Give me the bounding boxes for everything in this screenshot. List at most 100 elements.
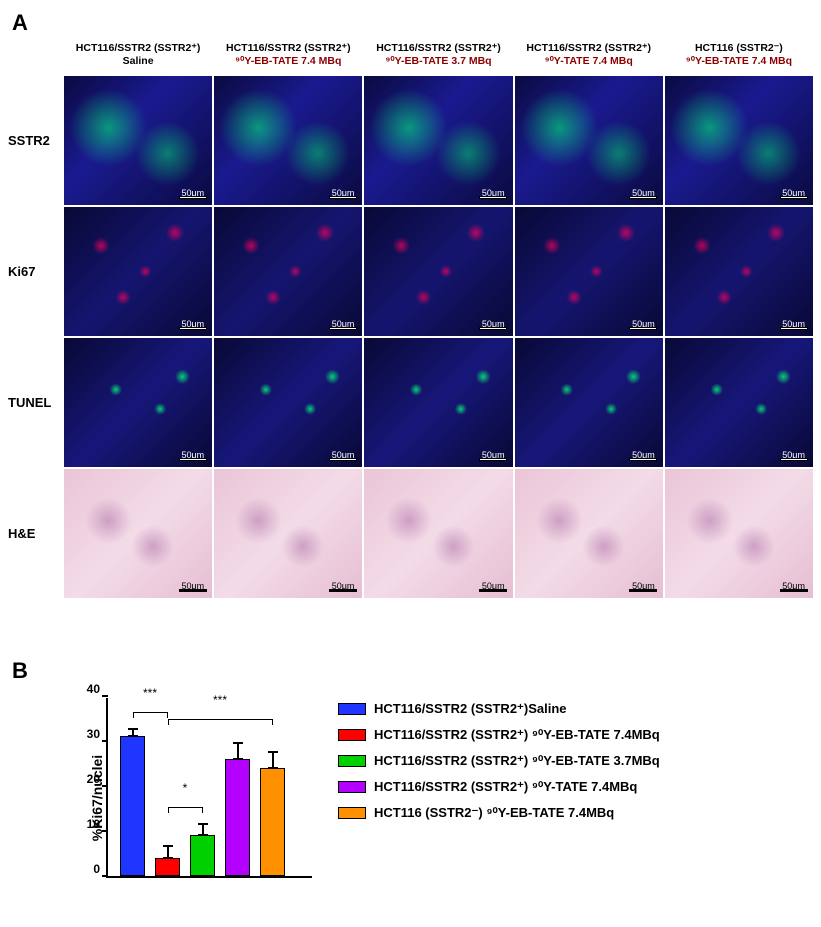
scale-bar: 50μm xyxy=(181,319,204,330)
scale-bar: 50μm xyxy=(181,581,204,592)
row-label-sstr2: SSTR2 xyxy=(8,133,62,148)
micrograph-1-2: 50μm xyxy=(364,207,512,336)
scale-line xyxy=(629,458,657,461)
sig-bracket-0 xyxy=(133,712,168,718)
micrograph-3-0: 50μm xyxy=(64,469,212,598)
bar-0 xyxy=(120,736,145,876)
ytick xyxy=(102,785,108,787)
panel-a-letter: A xyxy=(12,10,813,36)
micrograph-3-3: 50μm xyxy=(515,469,663,598)
scale-line xyxy=(329,196,357,199)
micrograph-2-4: 50μm xyxy=(665,338,813,467)
row-label-h&e: H&E xyxy=(8,526,62,541)
col-head-4-l1: HCT116 (SSTR2⁻) xyxy=(666,42,812,55)
micrograph-grid: HCT116/SSTR2 (SSTR2⁺) Saline HCT116/SSTR… xyxy=(8,40,813,598)
micrograph-2-3: 50μm xyxy=(515,338,663,467)
col-head-3-l1: HCT116/SSTR2 (SSTR2⁺) xyxy=(516,42,662,55)
ytick-label: 30 xyxy=(74,727,100,741)
scale-bar: 50μm xyxy=(332,450,355,461)
bar-1 xyxy=(155,858,180,876)
bar-2 xyxy=(190,835,215,876)
legend-row-3: HCT116/SSTR2 (SSTR2⁺) ⁹⁰Y-TATE 7.4MBq xyxy=(338,774,660,800)
legend-label-3: HCT116/SSTR2 (SSTR2⁺) ⁹⁰Y-TATE 7.4MBq xyxy=(374,774,637,800)
col-head-3: HCT116/SSTR2 (SSTR2⁺) ⁹⁰Y-TATE 7.4 MBq xyxy=(515,40,663,74)
scale-bar: 50μm xyxy=(482,319,505,330)
scale-line xyxy=(479,589,507,592)
scale-line xyxy=(329,327,357,330)
bar-4 xyxy=(260,768,285,876)
panel-a: A HCT116/SSTR2 (SSTR2⁺) Saline HCT116/SS… xyxy=(8,10,813,598)
panel-b: B %Ki67/nuclei 010203040******* HCT116/S… xyxy=(8,658,813,908)
scale-line xyxy=(179,196,207,199)
scale-bar: 50μm xyxy=(782,450,805,461)
col-head-3-l2: ⁹⁰Y-TATE 7.4 MBq xyxy=(516,55,662,68)
legend-row-1: HCT116/SSTR2 (SSTR2⁺) ⁹⁰Y-EB-TATE 7.4MBq xyxy=(338,722,660,748)
col-head-1-l1: HCT116/SSTR2 (SSTR2⁺) xyxy=(215,42,361,55)
legend-swatch-3 xyxy=(338,781,366,793)
scale-line xyxy=(329,589,357,592)
row-label-ki67: Ki67 xyxy=(8,264,62,279)
col-head-2: HCT116/SSTR2 (SSTR2⁺) ⁹⁰Y-EB-TATE 3.7 MB… xyxy=(364,40,512,74)
scale-bar: 50μm xyxy=(632,581,655,592)
scale-line xyxy=(780,589,808,592)
errorbar-1 xyxy=(167,845,169,859)
panel-b-letter: B xyxy=(12,658,813,684)
ytick xyxy=(102,695,108,697)
scale-bar: 50μm xyxy=(482,581,505,592)
micrograph-2-1: 50μm xyxy=(214,338,362,467)
legend-swatch-2 xyxy=(338,755,366,767)
ytick-label: 20 xyxy=(74,772,100,786)
bar-3 xyxy=(225,759,250,876)
scale-bar: 50μm xyxy=(332,319,355,330)
scale-bar: 50μm xyxy=(782,319,805,330)
ytick xyxy=(102,875,108,877)
scale-line xyxy=(629,196,657,199)
legend-swatch-4 xyxy=(338,807,366,819)
scale-line xyxy=(179,458,207,461)
micrograph-0-1: 50μm xyxy=(214,76,362,205)
scale-bar: 50μm xyxy=(782,581,805,592)
scale-bar: 50μm xyxy=(181,450,204,461)
scale-bar: 50μm xyxy=(181,188,204,199)
scale-line xyxy=(629,589,657,592)
scale-bar: 50μm xyxy=(482,188,505,199)
scale-line xyxy=(780,196,808,199)
errorbar-4 xyxy=(272,751,274,769)
micrograph-1-4: 50μm xyxy=(665,207,813,336)
chart-legend: HCT116/SSTR2 (SSTR2⁺)SalineHCT116/SSTR2 … xyxy=(338,688,660,826)
scale-line xyxy=(479,458,507,461)
col-head-4: HCT116 (SSTR2⁻) ⁹⁰Y-EB-TATE 7.4 MBq xyxy=(665,40,813,74)
micrograph-2-2: 50μm xyxy=(364,338,512,467)
legend-swatch-1 xyxy=(338,729,366,741)
micrograph-3-1: 50μm xyxy=(214,469,362,598)
sig-label-1: *** xyxy=(213,693,227,707)
ytick xyxy=(102,830,108,832)
chart-plot-area: 010203040******* xyxy=(106,698,312,878)
ytick-label: 0 xyxy=(74,862,100,876)
col-head-0-l1: HCT116/SSTR2 (SSTR2⁺) xyxy=(65,42,211,55)
micrograph-0-4: 50μm xyxy=(665,76,813,205)
scale-bar: 50μm xyxy=(332,581,355,592)
legend-row-4: HCT116 (SSTR2⁻) ⁹⁰Y-EB-TATE 7.4MBq xyxy=(338,800,660,826)
col-head-1: HCT116/SSTR2 (SSTR2⁺) ⁹⁰Y-EB-TATE 7.4 MB… xyxy=(214,40,362,74)
ytick-label: 10 xyxy=(74,817,100,831)
legend-label-4: HCT116 (SSTR2⁻) ⁹⁰Y-EB-TATE 7.4MBq xyxy=(374,800,614,826)
legend-row-2: HCT116/SSTR2 (SSTR2⁺) ⁹⁰Y-EB-TATE 3.7MBq xyxy=(338,748,660,774)
scale-line xyxy=(179,327,207,330)
errorbar-2 xyxy=(202,823,204,837)
micrograph-1-1: 50μm xyxy=(214,207,362,336)
col-head-1-l2: ⁹⁰Y-EB-TATE 7.4 MBq xyxy=(215,55,361,68)
sig-bracket-1 xyxy=(168,719,273,725)
col-head-4-l2: ⁹⁰Y-EB-TATE 7.4 MBq xyxy=(666,55,812,68)
sig-bracket-2 xyxy=(168,807,203,813)
micrograph-1-0: 50μm xyxy=(64,207,212,336)
col-head-2-l2: ⁹⁰Y-EB-TATE 3.7 MBq xyxy=(365,55,511,68)
scale-line xyxy=(780,327,808,330)
micrograph-2-0: 50μm xyxy=(64,338,212,467)
scale-line xyxy=(179,589,207,592)
micrograph-0-3: 50μm xyxy=(515,76,663,205)
legend-label-2: HCT116/SSTR2 (SSTR2⁺) ⁹⁰Y-EB-TATE 3.7MBq xyxy=(374,748,660,774)
legend-swatch-0 xyxy=(338,703,366,715)
micrograph-1-3: 50μm xyxy=(515,207,663,336)
ytick xyxy=(102,740,108,742)
